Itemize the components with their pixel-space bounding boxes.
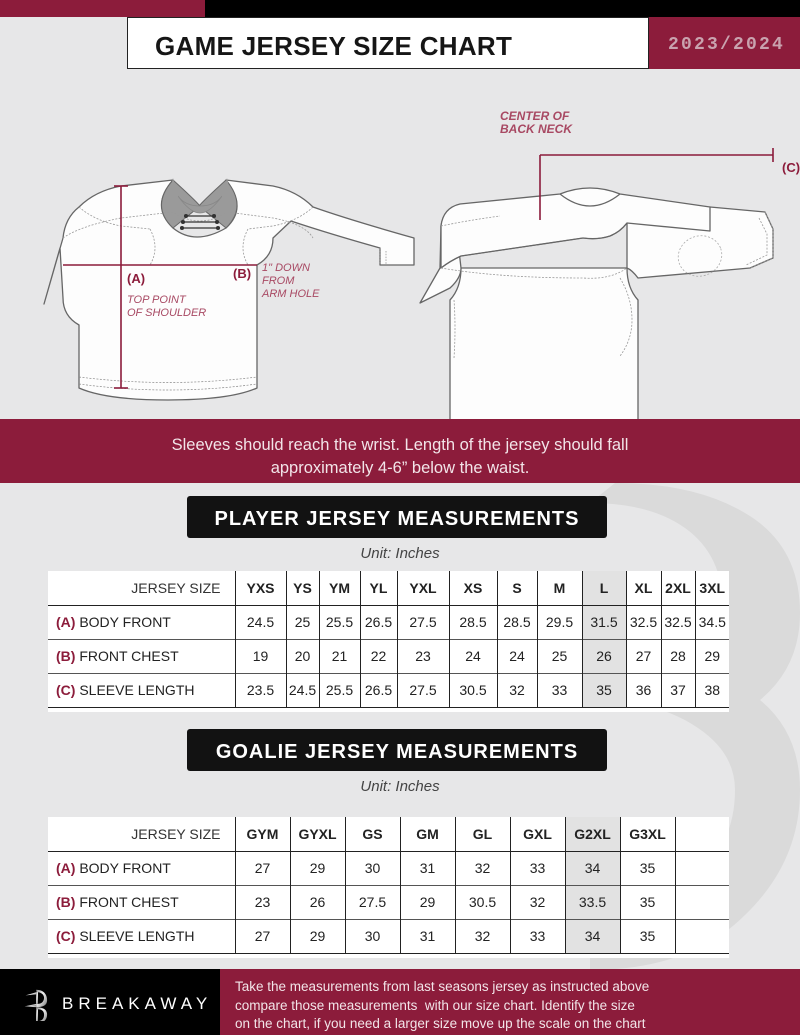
svg-text:(A): (A): [127, 271, 145, 286]
svg-text:(B): (B): [233, 266, 251, 281]
svg-text:BACK NECK: BACK NECK: [500, 122, 573, 136]
svg-text:TOP POINT: TOP POINT: [127, 294, 187, 306]
svg-text:1" DOWN: 1" DOWN: [262, 262, 310, 274]
svg-text:ARM HOLE: ARM HOLE: [261, 288, 320, 300]
svg-text:FROM: FROM: [262, 275, 295, 287]
svg-text:OF SHOULDER: OF SHOULDER: [127, 307, 206, 319]
svg-text:(C): (C): [782, 160, 800, 175]
svg-text:CENTER OF: CENTER OF: [500, 109, 570, 123]
